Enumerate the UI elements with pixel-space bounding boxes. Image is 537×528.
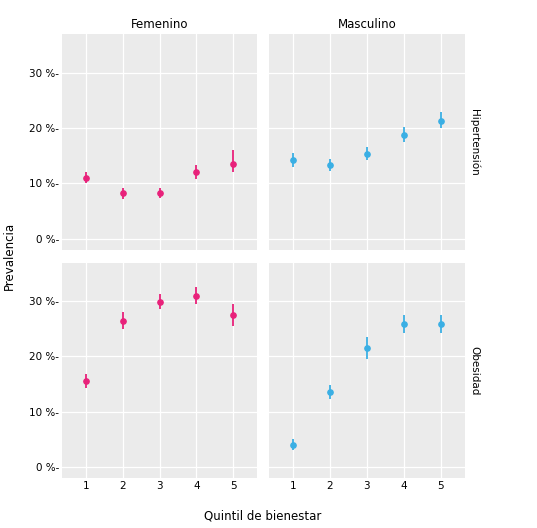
- Text: Prevalencia: Prevalencia: [3, 222, 16, 290]
- Text: Masculino: Masculino: [337, 18, 396, 31]
- Text: Hipertensión: Hipertensión: [469, 109, 480, 175]
- Text: Obesidad: Obesidad: [470, 345, 480, 395]
- Text: Quintil de bienestar: Quintil de bienestar: [205, 510, 322, 523]
- Text: Femenino: Femenino: [131, 18, 188, 31]
